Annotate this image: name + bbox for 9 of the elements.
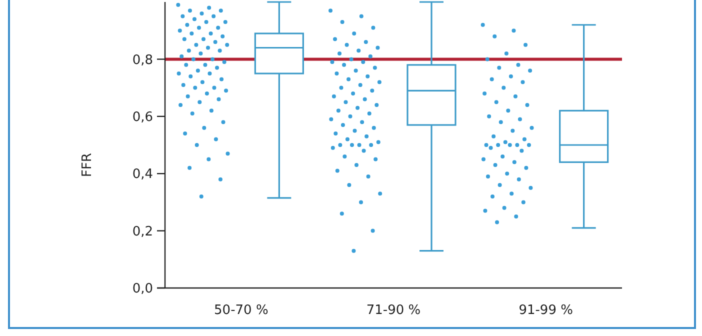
y-tick-label: 0,6 xyxy=(132,110,153,125)
y-tick-label: 0,4 xyxy=(132,167,153,182)
x-tick-label: 91-99 % xyxy=(518,303,573,318)
x-tick-label: 71-90 % xyxy=(366,303,421,318)
y-tick-label: 0,0 xyxy=(132,282,153,297)
y-tick-label: 0,2 xyxy=(132,224,153,240)
y-tick-label: 0,8 xyxy=(132,52,153,68)
x-tick-label: 50-70 % xyxy=(214,303,268,318)
y-axis-title: FFR xyxy=(80,153,95,177)
